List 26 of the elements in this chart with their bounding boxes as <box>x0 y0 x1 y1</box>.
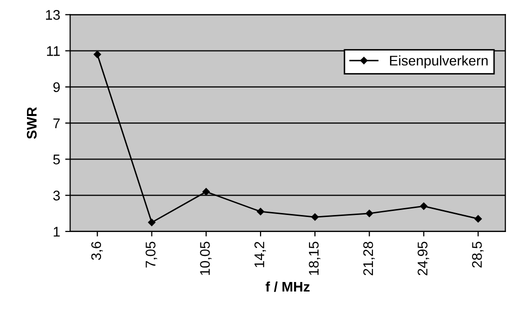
y-tick-label: 9 <box>53 82 60 92</box>
y-tick-label: 3 <box>53 190 60 200</box>
x-tick-label: 28,5 <box>472 242 484 268</box>
x-tick-label: 3,6 <box>91 242 103 260</box>
x-tick-label: 14,2 <box>254 242 266 268</box>
point <box>474 215 482 222</box>
y-axis-title: SWR <box>26 107 37 139</box>
x-tick-label: 7,05 <box>146 242 158 268</box>
x-tick-label: 10,05 <box>200 242 212 275</box>
point <box>94 50 101 58</box>
x-tick-label: 21,28 <box>363 242 375 276</box>
y-tick-label: 5 <box>53 154 60 164</box>
point <box>202 188 210 196</box>
y-tick-label: 13 <box>46 10 60 20</box>
legend-label: Eisenpulverkern <box>390 55 488 68</box>
x-axis-title: f / MHz <box>266 281 310 292</box>
point <box>256 208 264 216</box>
x-tick-label: 24,95 <box>418 242 430 276</box>
y-tick-label: 7 <box>53 118 60 128</box>
point <box>311 213 319 221</box>
y-tick-label: 11 <box>47 46 60 56</box>
x-tick-label: 18,15 <box>308 242 320 275</box>
point <box>366 210 373 218</box>
y-tick-label: 1 <box>54 226 60 236</box>
point <box>420 202 428 210</box>
point <box>148 218 156 226</box>
